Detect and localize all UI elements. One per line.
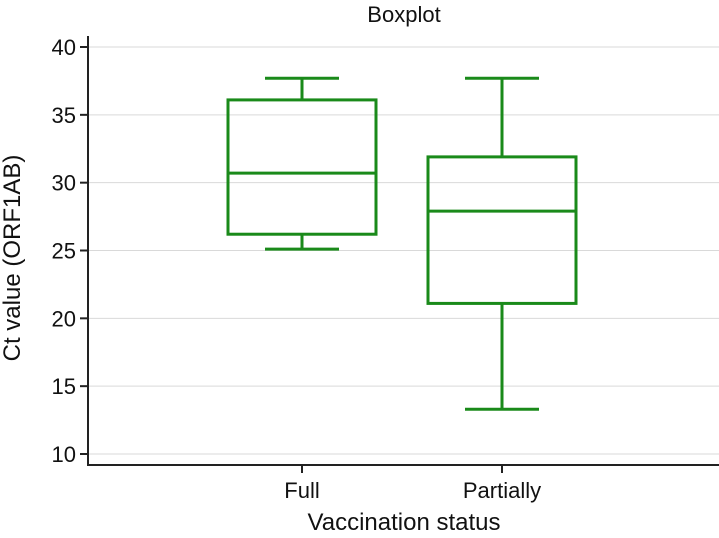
x-tick-label: Partially	[463, 478, 541, 503]
y-ticks: 10 15 20 25 30 35 40	[52, 35, 88, 467]
boxes	[226, 76, 578, 411]
y-tick-label: 10	[52, 442, 76, 467]
y-tick-label: 20	[52, 306, 76, 331]
y-tick-label: 35	[52, 103, 76, 128]
chart-title: Boxplot	[367, 2, 440, 27]
y-axis-title: Ct value (ORF1AB)	[0, 155, 26, 362]
grid-lines	[88, 46, 719, 455]
y-tick-label: 40	[52, 35, 76, 60]
x-tick-label: Full	[284, 478, 319, 503]
iqr-box	[426, 155, 578, 305]
y-tick-label: 25	[52, 239, 76, 264]
x-ticks: Full Partially	[284, 465, 541, 503]
box-full	[226, 76, 378, 251]
y-tick-label: 30	[52, 171, 76, 196]
x-axis-title: Vaccination status	[308, 509, 501, 536]
iqr-box	[226, 98, 378, 236]
y-tick-label: 15	[52, 374, 76, 399]
box-partially	[426, 76, 578, 411]
